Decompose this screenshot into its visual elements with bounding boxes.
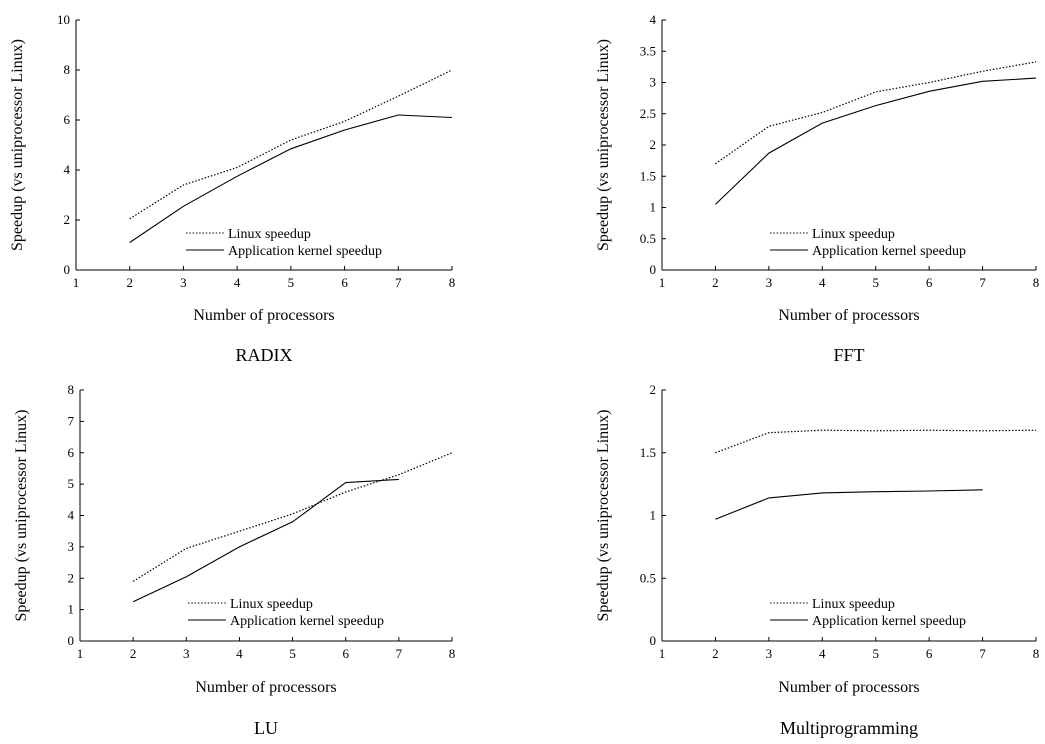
legend-label: Application kernel speedup <box>812 244 966 259</box>
series-line-application-kernel-speedup <box>715 77 1037 205</box>
x-tick-label: 7 <box>979 275 986 290</box>
x-tick-label: 5 <box>288 275 295 290</box>
y-tick-label: 2 <box>68 570 75 585</box>
y-tick-label: 0 <box>64 262 71 277</box>
legend-label: Linux speedup <box>812 597 895 612</box>
x-tick-label: 4 <box>236 646 243 661</box>
x-tick-label: 7 <box>396 646 403 661</box>
y-tick-label: 2 <box>64 212 71 227</box>
panel-title: LU <box>254 718 278 738</box>
chart-panel-4: 0 0.5 1 1.5 2 1 2 3 4 5 6 7 8 Number of processors Spe… <box>595 382 1039 738</box>
x-tick-label: 6 <box>342 646 349 661</box>
x-tick-label: 5 <box>872 275 879 290</box>
y-tick-label: 1 <box>68 602 75 617</box>
panel-title: FFT <box>833 345 864 365</box>
y-tick-label: 3.5 <box>640 43 656 58</box>
y-tick-label: 1 <box>650 200 657 215</box>
y-axis-label: Speedup (vs uniprocessor Linux) <box>9 39 26 251</box>
x-tick-label: 2 <box>712 275 719 290</box>
legend-label: Linux speedup <box>812 227 895 242</box>
y-tick-label: 5 <box>68 476 75 491</box>
x-tick-label: 2 <box>130 646 137 661</box>
y-tick-label: 4 <box>650 12 657 27</box>
x-tick-label: 5 <box>872 646 879 661</box>
legend-label: Linux speedup <box>230 597 313 612</box>
x-tick-label: 6 <box>341 275 348 290</box>
y-tick-label: 1 <box>650 508 657 523</box>
y-tick-label: 8 <box>64 62 71 77</box>
x-tick-label: 4 <box>819 646 826 661</box>
series-line-linux-speedup <box>132 452 453 582</box>
y-tick-label: 4 <box>68 508 75 523</box>
y-tick-label: 6 <box>68 445 75 460</box>
y-tick-label: 0 <box>650 262 657 277</box>
x-tick-label: 1 <box>659 646 666 661</box>
x-tick-label: 5 <box>289 646 296 661</box>
series-line-linux-speedup <box>129 69 453 220</box>
y-tick-label: 4 <box>64 162 71 177</box>
x-tick-label: 3 <box>766 646 773 661</box>
x-tick-label: 6 <box>926 646 933 661</box>
x-tick-label: 1 <box>659 275 666 290</box>
y-tick-label: 10 <box>57 12 70 27</box>
x-tick-label: 1 <box>73 275 80 290</box>
series-line-linux-speedup <box>715 429 1037 454</box>
x-tick-label: 8 <box>449 646 456 661</box>
x-tick-label: 2 <box>712 646 719 661</box>
legend-label: Application kernel speedup <box>812 614 966 629</box>
y-tick-label: 0 <box>68 633 75 648</box>
x-tick-label: 8 <box>1033 275 1040 290</box>
y-tick-label: 0 <box>650 633 657 648</box>
legend-label: Application kernel speedup <box>230 614 384 629</box>
y-tick-label: 3 <box>68 539 75 554</box>
series-line-application-kernel-speedup <box>715 489 983 520</box>
x-tick-label: 3 <box>766 275 773 290</box>
x-tick-label: 3 <box>183 646 190 661</box>
x-tick-label: 4 <box>234 275 241 290</box>
x-tick-label: 4 <box>819 275 826 290</box>
x-axis-label: Number of processors <box>778 679 919 696</box>
x-axis-label: Number of processors <box>195 679 336 696</box>
y-tick-label: 2 <box>650 137 657 152</box>
x-tick-label: 8 <box>1033 646 1040 661</box>
panel-title: RADIX <box>236 345 293 365</box>
x-tick-label: 1 <box>77 646 84 661</box>
x-axis-label: Number of processors <box>193 307 334 324</box>
y-axis-label: Speedup (vs uniprocessor Linux) <box>13 410 30 622</box>
y-tick-label: 6 <box>64 112 71 127</box>
x-tick-label: 6 <box>926 275 933 290</box>
y-axis-label: Speedup (vs uniprocessor Linux) <box>595 39 612 251</box>
x-tick-label: 7 <box>395 275 402 290</box>
y-tick-label: 0.5 <box>640 570 656 585</box>
legend-label: Application kernel speedup <box>228 244 382 259</box>
y-tick-label: 7 <box>68 413 75 428</box>
y-tick-label: 2 <box>650 382 657 397</box>
x-tick-label: 8 <box>449 275 456 290</box>
series-line-application-kernel-speedup <box>132 478 399 603</box>
x-tick-label: 7 <box>979 646 986 661</box>
x-axis-label: Number of processors <box>778 307 919 324</box>
x-tick-label: 2 <box>126 275 133 290</box>
y-tick-label: 2.5 <box>640 106 656 121</box>
series-line-linux-speedup <box>715 61 1037 165</box>
y-tick-label: 1.5 <box>640 168 656 183</box>
series-line-application-kernel-speedup <box>129 114 453 243</box>
y-tick-label: 0.5 <box>640 231 656 246</box>
y-axis-label: Speedup (vs uniprocessor Linux) <box>595 410 612 622</box>
x-tick-label: 3 <box>180 275 187 290</box>
legend-label: Linux speedup <box>228 227 311 242</box>
panel-title: Multiprogramming <box>780 718 918 738</box>
y-tick-label: 8 <box>68 382 75 397</box>
y-tick-label: 3 <box>650 75 657 90</box>
y-tick-label: 1.5 <box>640 445 656 460</box>
chart-panel-2: 0 0.5 1 1.5 2 2.5 3 3.5 4 1 2 3 4 5 6 7 8 Number of proce… <box>595 12 1039 365</box>
